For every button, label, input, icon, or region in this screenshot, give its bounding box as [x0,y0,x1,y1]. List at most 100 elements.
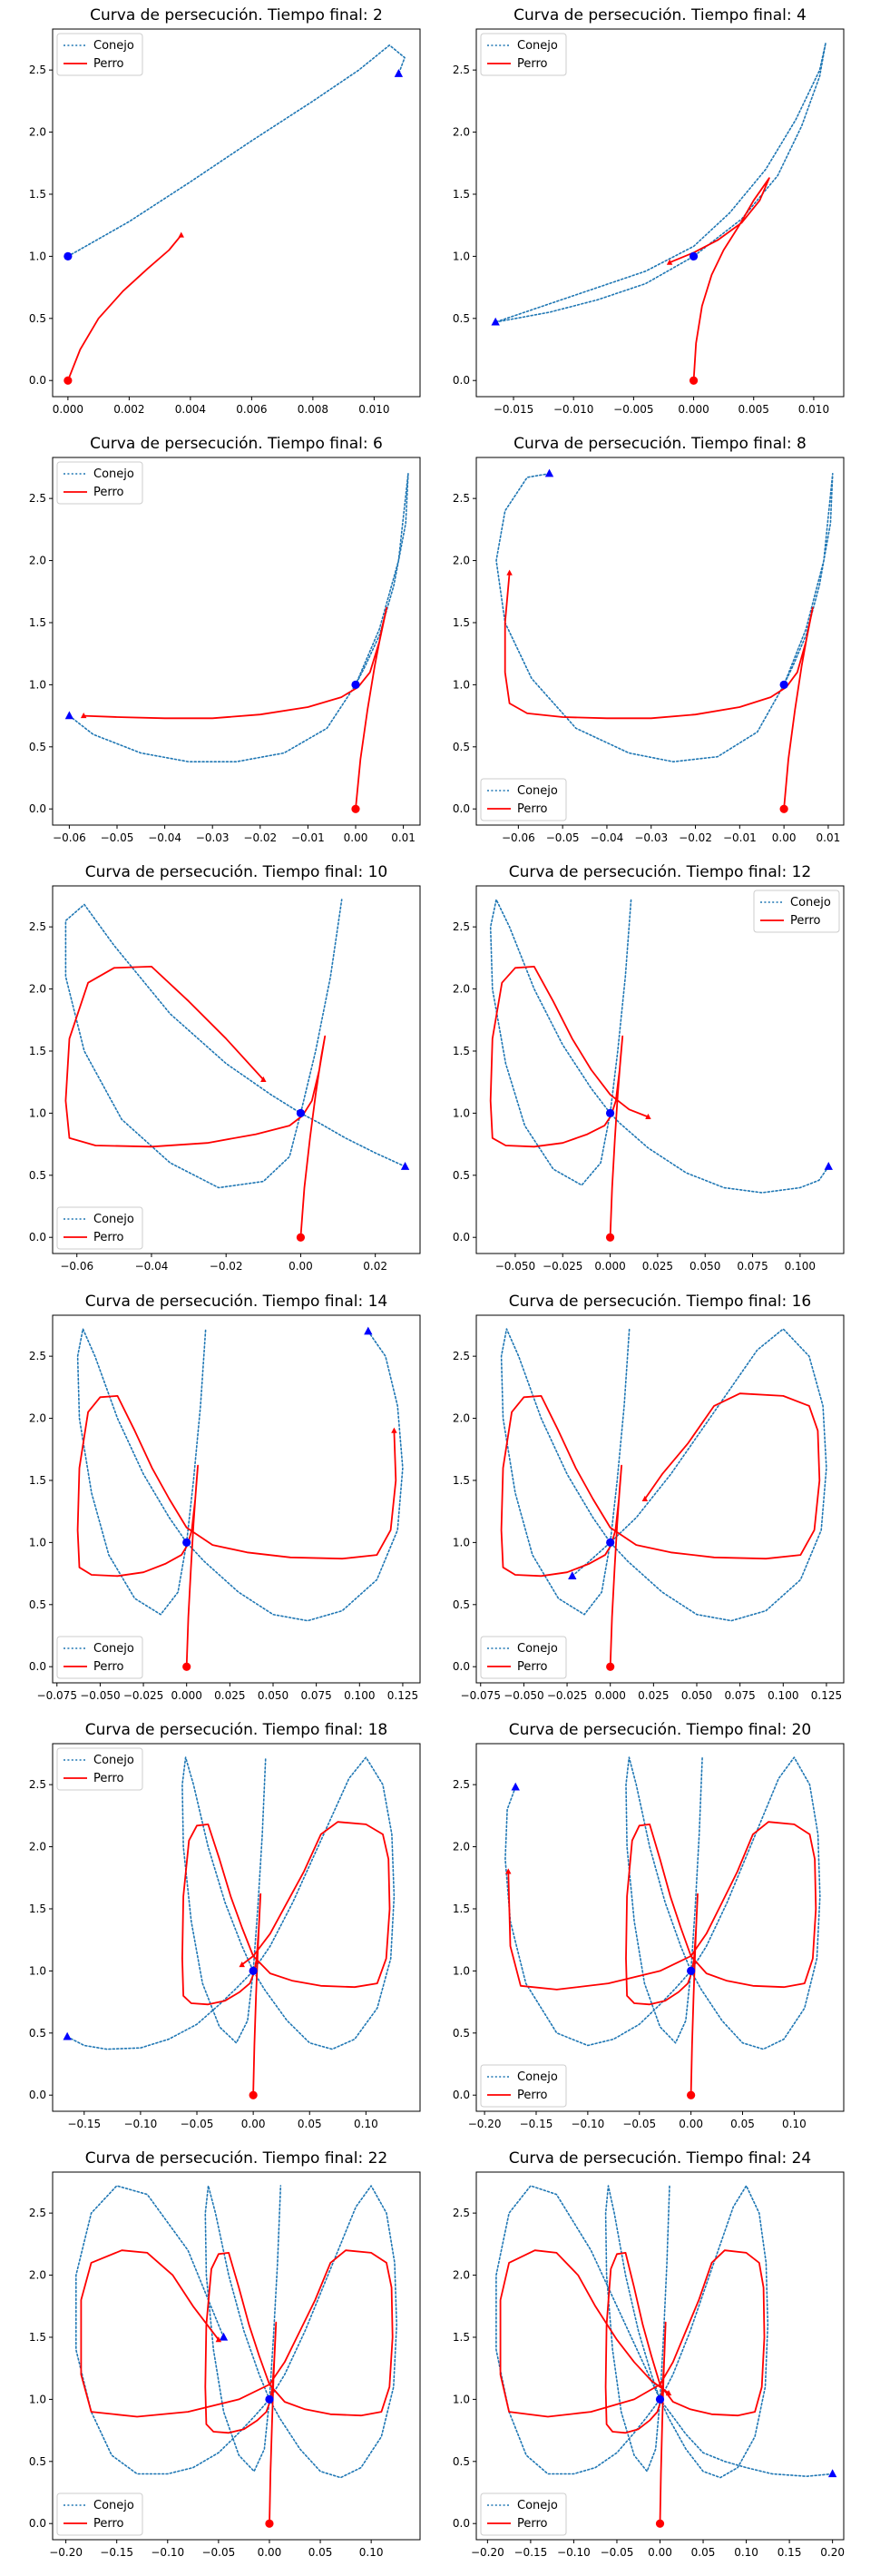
legend-label-conejo: Conejo [93,1642,134,1656]
x-tick-label: −0.20 [468,2118,502,2130]
y-tick-label: 1.5 [453,1474,470,1487]
perro-end-marker [641,1495,649,1502]
x-tick-label: −0.03 [634,831,668,844]
legend-label-perro: Perro [93,486,124,499]
conejo-start-marker [64,251,73,261]
perro-end-marker [506,569,513,575]
chart-title: Curva de persecución. Tiempo final: 2 [90,6,383,25]
y-tick-label: 2.0 [29,126,46,139]
legend-label-conejo: Conejo [93,2499,134,2512]
chart-title: Curva de persecución. Tiempo final: 4 [513,6,807,25]
x-tick-label: −0.02 [210,1260,243,1273]
series-line-conejo [75,2185,398,2479]
legend-label-conejo: Conejo [517,2070,558,2084]
perro-start-marker [182,1662,191,1671]
legend-label-perro: Perro [517,802,548,816]
perro-end-marker [665,2389,672,2396]
x-tick-label: −0.005 [613,403,653,416]
series-line-conejo [494,42,826,323]
chart-title: Curva de persecución. Tiempo final: 6 [90,435,383,453]
legend-box [56,1636,143,1679]
x-tick-label: −0.025 [543,1260,582,1273]
series-line-conejo [489,899,830,1194]
x-tick-label: 0.02 [363,1260,387,1273]
y-tick-label: 2.0 [453,1412,470,1425]
x-tick-label: −0.050 [504,1689,543,1702]
x-tick-label: −0.06 [502,831,535,844]
x-tick-label: −0.01 [723,831,757,844]
y-tick-label: 0.0 [453,2089,470,2101]
legend-label-perro: Perro [517,1660,548,1674]
x-tick-label: 0.008 [298,403,328,416]
perro-start-marker [655,2519,665,2528]
x-tick-label: 0.00 [344,831,368,844]
x-tick-label: −0.01 [291,831,325,844]
y-tick-label: 0.0 [29,374,46,387]
y-tick-label: 0.5 [453,1598,470,1611]
conejo-start-marker [265,2394,274,2404]
x-tick-label: 0.025 [638,1689,669,1702]
x-tick-label: −0.10 [571,2118,604,2130]
conejo-end-marker [400,1162,410,1170]
legend-label-conejo: Conejo [93,1213,134,1226]
conejo-start-marker [655,2394,665,2404]
conejo-end-marker [64,711,74,720]
conejo-start-marker [605,1108,615,1117]
legend: Conejo Perro [480,778,567,821]
y-tick-label: 0.0 [453,374,470,387]
x-tick-label: 0.050 [681,1689,712,1702]
series-line-conejo [76,1328,404,1622]
conejo-end-marker [219,2332,229,2341]
series-line-perro [489,966,650,1239]
chart-title: Curva de persecución. Tiempo final: 24 [509,2149,811,2168]
conejo-end-marker [394,69,404,77]
x-tick-label: 0.100 [768,1689,798,1702]
x-tick-label: 0.000 [53,403,83,416]
plot-frame [475,2171,845,2541]
x-tick-label: 0.05 [730,2118,755,2130]
perro-end-marker [215,2336,222,2343]
y-tick-label: 0.5 [453,2027,470,2040]
legend-box [56,33,143,76]
legend-label-conejo: Conejo [517,1642,558,1656]
conejo-start-marker [351,680,360,689]
plot-frame [52,885,421,1254]
x-tick-label: −0.025 [123,1689,163,1702]
y-tick-label: 0.5 [453,741,470,753]
y-tick-label: 0.5 [453,1169,470,1182]
x-tick-label: −0.06 [60,1260,93,1273]
y-tick-label: 0.5 [29,2027,46,2040]
y-tick-label: 1.5 [29,1045,46,1057]
perro-end-marker [239,1961,245,1968]
legend-box [480,33,567,76]
conejo-end-marker [824,1162,833,1170]
x-tick-label: 0.10 [359,2546,384,2559]
y-tick-label: 0.0 [453,2517,470,2530]
perro-start-marker [779,804,788,813]
y-tick-label: 0.5 [29,741,46,753]
y-tick-label: 1.0 [29,1536,46,1549]
y-tick-label: 1.5 [29,188,46,201]
series-line-perro [80,2249,394,2525]
plot-frame [52,2171,421,2541]
x-tick-label: −0.15 [67,2118,101,2130]
x-tick-label: 0.000 [595,1689,626,1702]
y-tick-label: 2.5 [29,920,46,933]
y-tick-label: 0.0 [29,2089,46,2101]
conejo-start-marker [182,1538,191,1547]
y-tick-label: 2.0 [453,1841,470,1853]
y-tick-label: 2.0 [453,2269,470,2282]
x-tick-label: −0.050 [495,1260,535,1273]
series-line-conejo [68,472,409,763]
legend: Conejo Perro [480,33,567,76]
